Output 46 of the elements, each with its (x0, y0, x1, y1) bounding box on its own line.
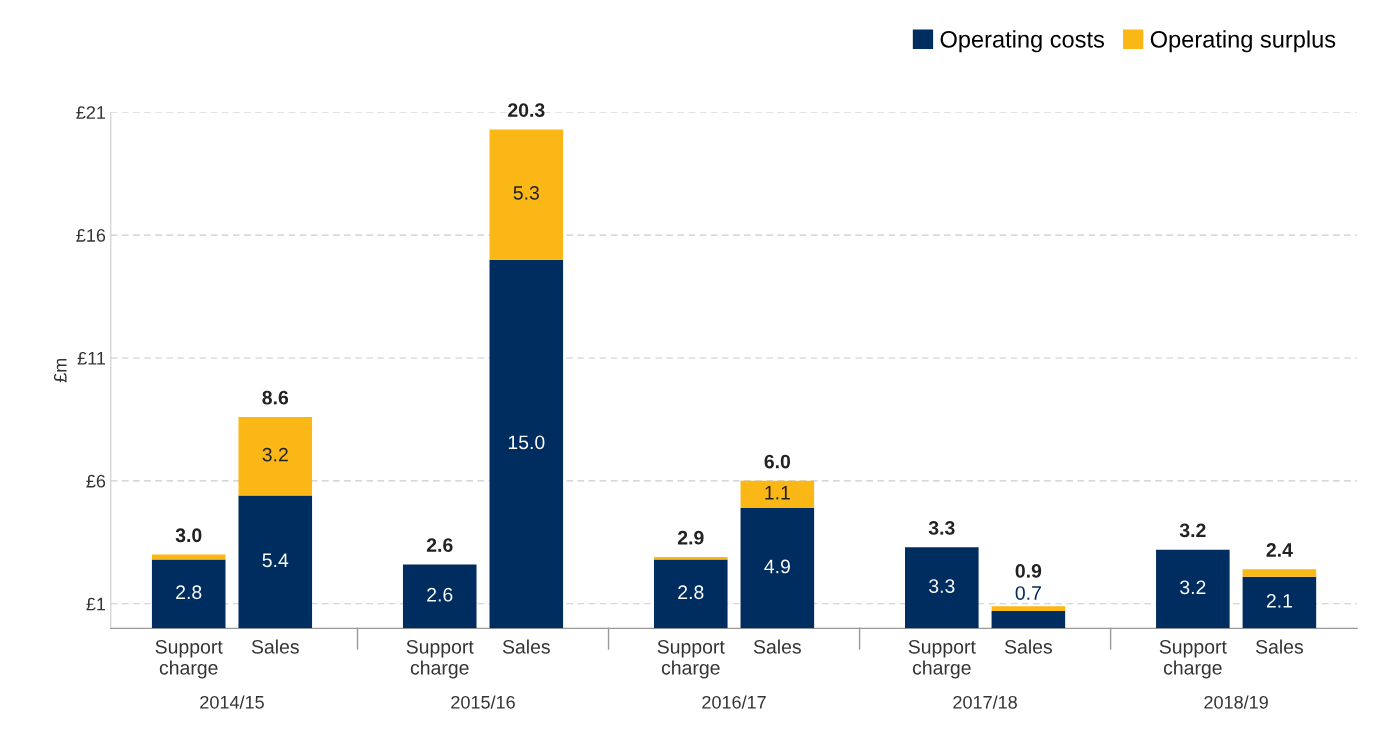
data-label: 2.8 (176, 585, 202, 600)
y-axis-title: £m (53, 358, 67, 383)
x-tick-label: Sales (251, 639, 299, 654)
total-label: 3.2 (1179, 523, 1206, 538)
data-label: 1.1 (765, 486, 790, 500)
x-tick-label: Support charge (657, 639, 725, 679)
data-label: 4.9 (764, 559, 790, 574)
data-label: 5.4 (262, 553, 289, 568)
text: 2014/15 (200, 695, 264, 709)
x-tick-label: Support charge (406, 639, 474, 679)
data-label: 2.8 (678, 585, 704, 600)
total-label: 2.4 (1266, 543, 1293, 557)
legend-label: Operating costs (940, 30, 1104, 53)
y-tick-label: £21 (76, 106, 106, 119)
data-label: 3.2 (1180, 580, 1206, 595)
text: 2016/17 (702, 695, 766, 709)
y-tick-label: £11 (77, 351, 106, 365)
legend-label: Operating surplus (1150, 30, 1336, 53)
text: 2018/19 (1204, 695, 1268, 709)
y-tick-label: £16 (76, 229, 106, 242)
text: 2015/16 (451, 695, 515, 709)
y-tick-label: £6 (86, 474, 106, 488)
x-tick-label: Support charge (908, 639, 976, 679)
total-label: 2.6 (426, 538, 453, 552)
total-label: 8.6 (262, 390, 289, 405)
total-label: 3.0 (175, 528, 202, 543)
data-label: 5.3 (513, 185, 539, 200)
x-tick-label: Support charge (1159, 639, 1227, 679)
data-label: 2.6 (427, 587, 453, 602)
total-label: 6.0 (764, 454, 791, 469)
x-tick-label: Sales (502, 639, 550, 654)
text: 2017/18 (953, 695, 1017, 709)
x-tick-label: Sales (753, 639, 801, 654)
x-tick-label: Support charge (155, 639, 223, 679)
total-label: 20.3 (508, 103, 545, 117)
data-label: 0.7 (1015, 586, 1041, 600)
total-label: 0.9 (1015, 564, 1042, 578)
data-label: 2.1 (1266, 593, 1292, 608)
total-label: 3.3 (928, 521, 955, 535)
total-label: 2.9 (677, 530, 704, 545)
x-tick-label: Sales (1255, 639, 1304, 654)
data-label: 3.2 (262, 447, 288, 462)
x-tick-label: Sales (1004, 639, 1052, 654)
data-label: 15.0 (508, 435, 545, 450)
data-label: 3.3 (929, 579, 955, 593)
y-tick-label: £1 (86, 597, 106, 611)
